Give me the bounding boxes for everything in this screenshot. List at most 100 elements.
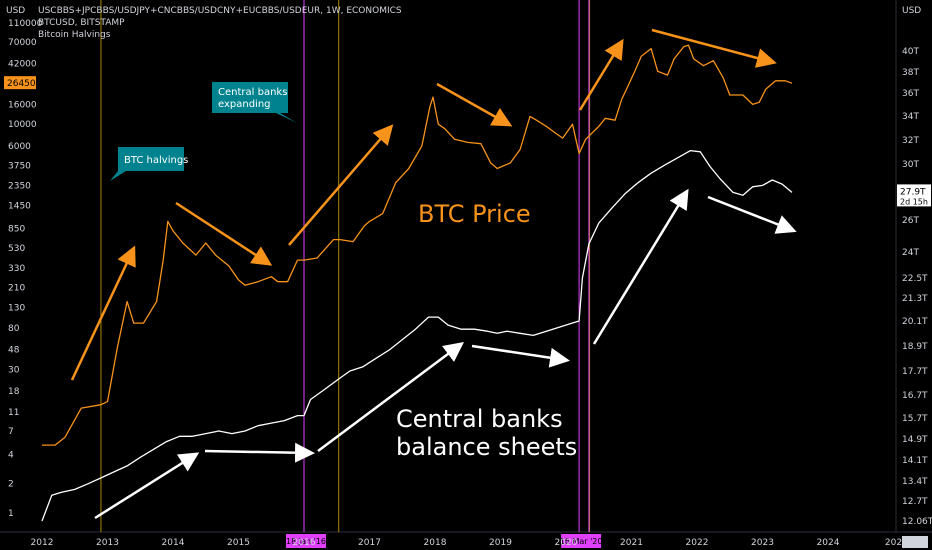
right-axis-tick: 26T <box>902 216 919 226</box>
left-axis-current-box <box>4 76 36 90</box>
cb-label-line1: Central banks <box>396 405 563 433</box>
cb-trend-arrow <box>471 344 570 368</box>
left-axis-current-label: 26450 <box>7 79 36 89</box>
right-axis-tick: 18.9T <box>902 342 928 352</box>
callout-halvings-text: BTC halvings <box>124 155 188 166</box>
vline-label-box <box>561 534 602 548</box>
left-axis-tick: 330 <box>8 264 25 274</box>
left-axis-tick: 210 <box>8 283 25 293</box>
x-axis-tick: 2014 <box>162 538 185 548</box>
left-axis-tick: 1450 <box>8 202 31 212</box>
header-indicator: Bitcoin Halvings <box>38 30 111 40</box>
vline-label-box <box>286 534 326 548</box>
callout-expanding-text-1: Central banks <box>218 87 287 98</box>
btc-trend-arrow <box>175 201 273 266</box>
right-axis-currency: USD <box>902 6 921 16</box>
right-axis-tick: 30T <box>902 160 919 170</box>
right-axis-tick: 12.7T <box>902 497 928 507</box>
right-axis-tick: 36T <box>902 89 919 99</box>
right-axis-tick: 16.7T <box>902 391 928 401</box>
right-axis-tick: 13.4T <box>902 477 928 487</box>
right-axis-tick: 40T <box>902 47 919 57</box>
left-axis-tick: 18 <box>8 387 20 397</box>
x-axis-tick: 2024 <box>817 538 840 548</box>
left-axis-tick: 110000 <box>8 19 43 29</box>
cb-label-line2: balance sheets <box>396 433 577 461</box>
x-axis-tick: 2013 <box>96 538 119 548</box>
btc-trend-arrow <box>70 245 136 381</box>
x-axis-tick: 2022 <box>686 538 709 548</box>
callout-expanding-text-2: expanding <box>218 99 271 110</box>
header-currency: USD <box>6 6 25 16</box>
right-axis-tick: 32T <box>902 136 919 146</box>
x-axis-tick: 2015 <box>227 538 250 548</box>
x-axis-tick: 2017 <box>358 538 381 548</box>
right-axis-tick: 15.7T <box>902 414 928 424</box>
right-axis-current-sublabel: 2d 15h <box>900 197 928 206</box>
right-axis-tick: 12.06T <box>902 517 932 527</box>
right-axis-tick: 24T <box>902 248 919 258</box>
header-symbol: USCBBS+JPCBBS/USDJPY+CNCBBS/USDCNY+EUCBB… <box>38 6 402 16</box>
btc-trend-arrow <box>288 124 394 246</box>
left-axis-tick: 7 <box>8 427 14 437</box>
left-axis-tick: 11 <box>8 408 19 418</box>
left-axis-tick: 48 <box>8 346 20 356</box>
right-axis-tick: 22.5T <box>902 274 928 284</box>
x-axis: 18 Jan '16 16 Mar '20 2012 2013 2014 2015 2016… <box>31 534 928 548</box>
right-axis-current-box <box>897 184 931 207</box>
x-axis-tick: 2018 <box>424 538 447 548</box>
right-axis-tick: 14.9T <box>902 435 928 445</box>
left-axis-tick: 6000 <box>8 142 31 152</box>
left-axis-tick: 70000 <box>8 38 37 48</box>
left-axis-tick: 80 <box>8 324 20 334</box>
vline-label: 18 Jan '16 <box>286 537 326 546</box>
right-axis-tick: 17.7T <box>902 367 928 377</box>
left-axis-tick: 16000 <box>8 100 37 110</box>
left-y-axis: 110000 70000 42000 26450 16000 10000 6000 3750 2… <box>4 19 43 519</box>
series-group <box>41 44 793 522</box>
cb-trend-arrow <box>592 188 689 345</box>
x-axis-tick: 2023 <box>751 538 774 548</box>
annotation-arrows <box>70 28 797 520</box>
vline-label: 16 Mar '20 <box>560 537 603 546</box>
left-axis-tick: 2350 <box>8 181 31 191</box>
left-axis-tick: 530 <box>8 244 25 254</box>
right-axis-tick: 21.3T <box>902 294 928 304</box>
cb-trend-arrow <box>94 452 200 520</box>
x-axis-tick: 2021 <box>620 538 643 548</box>
series-line-cb <box>41 149 793 522</box>
series-line-btc <box>42 44 793 446</box>
left-axis-tick: 1 <box>8 509 14 519</box>
btc-trend-arrow <box>578 38 624 111</box>
callout-halvings: BTC halvings <box>110 147 188 181</box>
axis-settings-box <box>902 536 928 548</box>
callout-expanding-box <box>212 82 297 123</box>
x-axis-tick: 2020 <box>555 538 578 548</box>
callout-expanding: Central banks expanding <box>212 82 297 123</box>
left-axis-tick: 30 <box>8 365 20 375</box>
callout-halvings-box <box>110 147 184 181</box>
header-overlay: BTCUSD, BITSTAMP <box>38 18 125 28</box>
right-axis-tick: 38T <box>902 68 919 78</box>
btc-trend-arrow <box>651 28 777 68</box>
btc-price-label: BTC Price <box>418 200 531 228</box>
left-axis-tick: 4 <box>8 450 14 460</box>
right-axis-current-label: 27.9T <box>900 187 926 197</box>
cb-trend-arrow <box>317 342 465 453</box>
x-axis-tick: 2012 <box>31 538 54 548</box>
right-axis-tick: 20.1T <box>902 317 928 327</box>
x-axis-tick: 2019 <box>489 538 512 548</box>
cb-trend-arrow <box>204 442 315 463</box>
left-axis-tick: 3750 <box>8 162 31 172</box>
right-axis-tick: 14.1T <box>902 456 928 466</box>
left-axis-tick: 42000 <box>8 60 37 70</box>
cb-trend-arrow <box>707 195 797 234</box>
x-axis-tick: 202 <box>885 538 902 548</box>
x-axis-tick: 2016 <box>293 538 316 548</box>
right-y-axis: 40T38T36T34T32T30T28T26T24T22.5T21.3T20.… <box>897 47 932 527</box>
left-axis-tick: 2 <box>8 480 14 490</box>
btc-trend-arrow <box>436 82 513 127</box>
left-axis-tick: 130 <box>8 304 25 314</box>
vertical-lines <box>100 0 591 532</box>
